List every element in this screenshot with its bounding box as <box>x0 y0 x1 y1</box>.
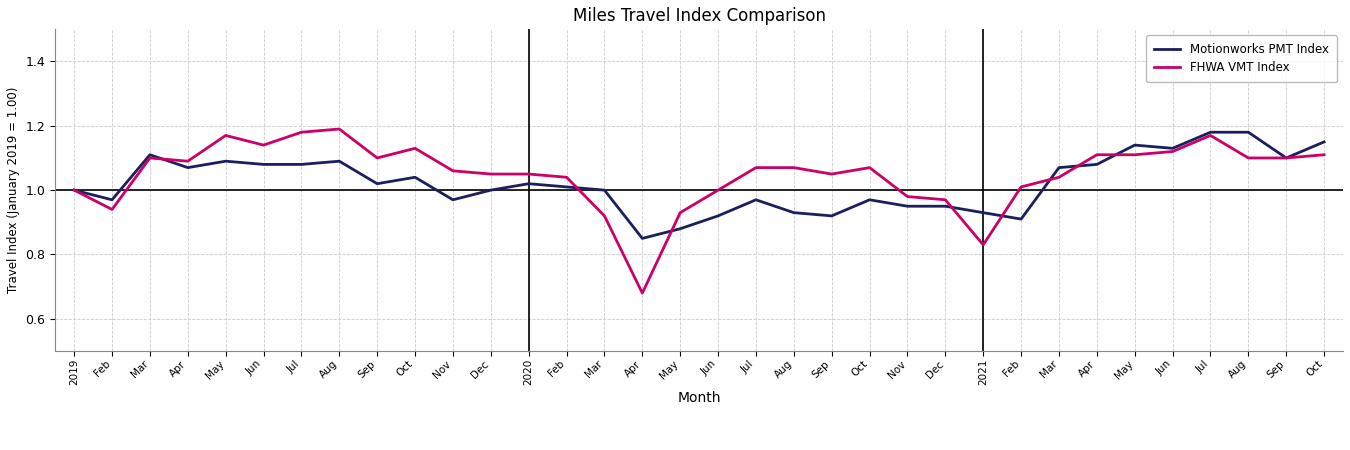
Legend: Motionworks PMT Index, FHWA VMT Index: Motionworks PMT Index, FHWA VMT Index <box>1146 35 1336 82</box>
Title: Miles Travel Index Comparison: Miles Travel Index Comparison <box>572 7 826 25</box>
FHWA VMT Index <box>1316 152 1332 158</box>
FHWA VMT Index <box>406 146 423 151</box>
FHWA VMT Index <box>483 171 499 177</box>
Motionworks PMT Index <box>369 181 385 186</box>
Motionworks PMT Index <box>748 197 764 202</box>
FHWA VMT Index <box>672 210 688 216</box>
FHWA VMT Index <box>1127 152 1143 158</box>
Motionworks PMT Index <box>521 181 537 186</box>
FHWA VMT Index <box>824 171 840 177</box>
Motionworks PMT Index <box>180 165 196 170</box>
Motionworks PMT Index <box>786 210 802 216</box>
X-axis label: Month: Month <box>678 391 721 405</box>
Motionworks PMT Index <box>824 213 840 219</box>
Motionworks PMT Index <box>1050 165 1066 170</box>
FHWA VMT Index <box>1241 155 1257 161</box>
Motionworks PMT Index <box>597 188 613 193</box>
Motionworks PMT Index <box>1012 216 1029 222</box>
Motionworks PMT Index <box>1316 139 1332 144</box>
Motionworks PMT Index <box>331 158 347 164</box>
Motionworks PMT Index <box>1165 146 1181 151</box>
Motionworks PMT Index <box>255 162 271 167</box>
Motionworks PMT Index <box>1127 142 1143 148</box>
Motionworks PMT Index <box>861 197 878 202</box>
Motionworks PMT Index <box>975 210 991 216</box>
FHWA VMT Index <box>1278 155 1295 161</box>
Motionworks PMT Index <box>483 188 499 193</box>
Motionworks PMT Index <box>142 152 158 158</box>
FHWA VMT Index <box>217 133 234 138</box>
Motionworks PMT Index <box>406 175 423 180</box>
FHWA VMT Index <box>748 165 764 170</box>
FHWA VMT Index <box>446 168 462 174</box>
FHWA VMT Index <box>331 126 347 132</box>
FHWA VMT Index <box>1165 149 1181 154</box>
Motionworks PMT Index <box>293 162 309 167</box>
FHWA VMT Index <box>142 155 158 161</box>
Motionworks PMT Index <box>1241 130 1257 135</box>
FHWA VMT Index <box>104 207 120 212</box>
Motionworks PMT Index <box>104 197 120 202</box>
FHWA VMT Index <box>1012 184 1029 189</box>
FHWA VMT Index <box>180 158 196 164</box>
Motionworks PMT Index <box>1278 155 1295 161</box>
Motionworks PMT Index <box>899 203 915 209</box>
FHWA VMT Index <box>255 142 271 148</box>
FHWA VMT Index <box>899 194 915 199</box>
FHWA VMT Index <box>861 165 878 170</box>
FHWA VMT Index <box>937 197 953 202</box>
Motionworks PMT Index <box>1203 130 1219 135</box>
FHWA VMT Index <box>786 165 802 170</box>
Motionworks PMT Index <box>217 158 234 164</box>
FHWA VMT Index <box>975 242 991 248</box>
Motionworks PMT Index <box>937 203 953 209</box>
Motionworks PMT Index <box>634 236 651 241</box>
Motionworks PMT Index <box>446 197 462 202</box>
FHWA VMT Index <box>597 213 613 219</box>
FHWA VMT Index <box>710 188 726 193</box>
FHWA VMT Index <box>634 290 651 296</box>
FHWA VMT Index <box>1088 152 1104 158</box>
FHWA VMT Index <box>369 155 385 161</box>
Motionworks PMT Index <box>1088 162 1104 167</box>
Motionworks PMT Index <box>710 213 726 219</box>
FHWA VMT Index <box>66 188 82 193</box>
Line: FHWA VMT Index: FHWA VMT Index <box>74 129 1324 293</box>
Motionworks PMT Index <box>66 188 82 193</box>
FHWA VMT Index <box>521 171 537 177</box>
FHWA VMT Index <box>559 175 575 180</box>
Line: Motionworks PMT Index: Motionworks PMT Index <box>74 132 1324 238</box>
FHWA VMT Index <box>1203 133 1219 138</box>
Motionworks PMT Index <box>672 226 688 231</box>
Motionworks PMT Index <box>559 184 575 189</box>
FHWA VMT Index <box>1050 175 1066 180</box>
FHWA VMT Index <box>293 130 309 135</box>
Y-axis label: Travel Index (January 2019 = 1.00): Travel Index (January 2019 = 1.00) <box>7 87 20 293</box>
